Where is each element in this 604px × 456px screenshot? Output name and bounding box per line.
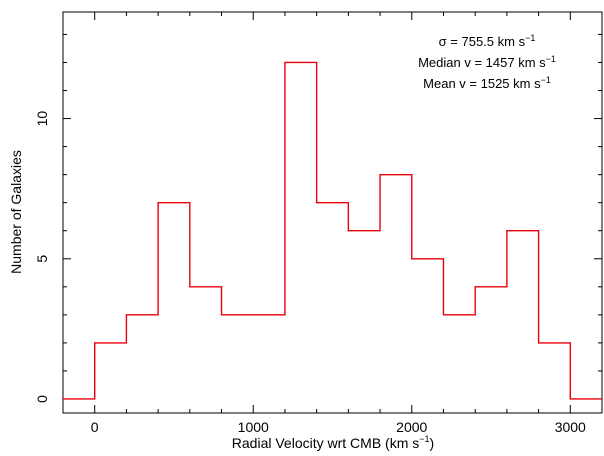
y-tick-label: 10: [34, 111, 50, 127]
y-axis-label: Number of Galaxies: [8, 150, 24, 274]
x-tick-label: 3000: [555, 419, 586, 435]
y-tick-label: 0: [34, 395, 50, 403]
y-tick-labels: 0 5 10: [34, 111, 50, 403]
plot-frame: [62, 11, 603, 414]
x-tick-label: 0: [91, 419, 99, 435]
x-tick-label: 1000: [238, 419, 269, 435]
stat-annotation: Median v = 1457 km s−1: [418, 54, 556, 70]
x-axis-label: Radial Velocity wrt CMB (km s−1): [232, 434, 434, 451]
histogram-step-line: [63, 61, 602, 400]
axis-ticks: [62, 12, 603, 413]
stats-annotations: σ = 755.5 km s−1 Median v = 1457 km s−1 Me…: [418, 33, 556, 91]
x-tick-label: 2000: [396, 419, 427, 435]
stat-annotation: σ = 755.5 km s−1: [439, 33, 536, 49]
stat-annotation: Mean v = 1525 km s−1: [423, 75, 551, 91]
x-tick-labels: 0 1000 2000 3000: [91, 419, 586, 435]
y-tick-label: 5: [34, 255, 50, 263]
